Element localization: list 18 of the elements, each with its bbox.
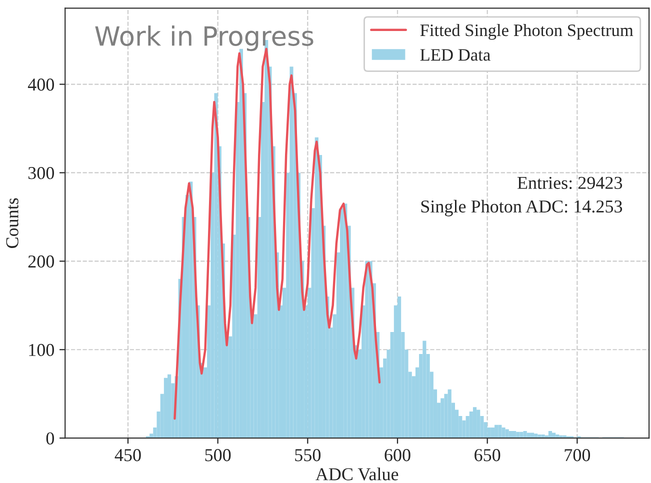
x-tick-label: 550 [295, 449, 321, 462]
x-tick-label: 450 [114, 449, 141, 462]
legend-label: Fitted Single Photon Spectrum [420, 24, 634, 40]
x-tick-label: 500 [205, 449, 231, 462]
y-tick-label: 0 [46, 432, 54, 445]
legend-label: LED Data [420, 49, 490, 61]
y-tick-label: 400 [28, 78, 54, 91]
x-axis-title: ADC Value [316, 468, 398, 480]
y-axis-title: Counts [6, 198, 18, 248]
annotation: Single Photon ADC: 14.253 [421, 200, 622, 216]
x-tick-label: 650 [474, 449, 500, 462]
annotation: Entries: 29423 [517, 176, 622, 190]
x-tick-label: 600 [384, 449, 410, 462]
y-tick-label: 300 [28, 166, 54, 180]
annotation: Work in Progress [95, 26, 314, 52]
x-tick-label: 700 [564, 449, 590, 462]
y-tick-label: 100 [29, 344, 54, 356]
y-tick-label: 200 [28, 255, 54, 268]
